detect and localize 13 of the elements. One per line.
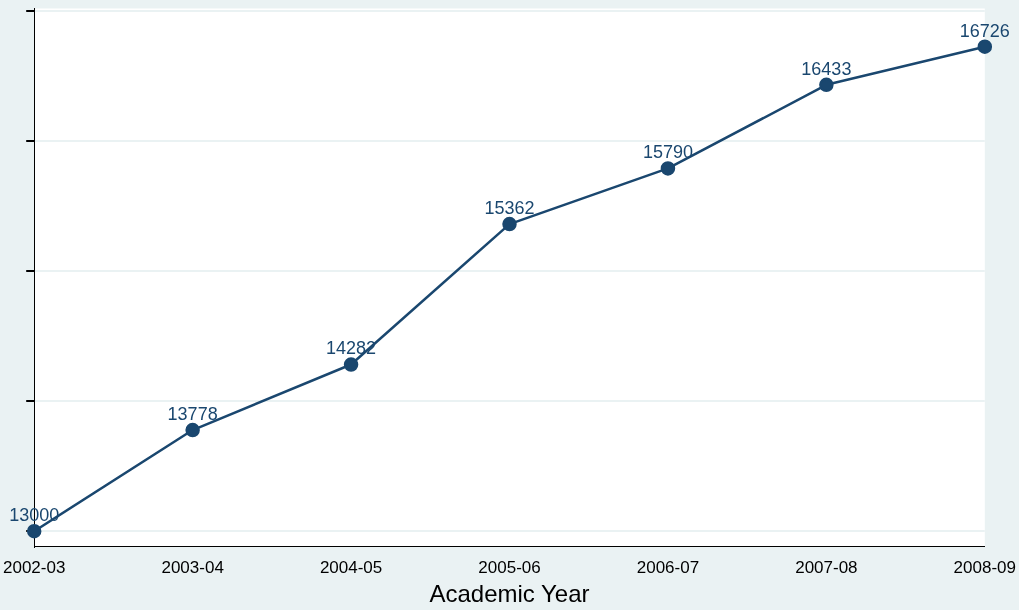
data-label: 15790 bbox=[642, 142, 693, 163]
data-label: 13778 bbox=[167, 404, 218, 425]
x-tick-label: 2002-03 bbox=[3, 557, 66, 577]
data-label: 15362 bbox=[484, 198, 535, 219]
x-tick-label: 2006-07 bbox=[636, 557, 700, 577]
x-tick-label: 2008-09 bbox=[953, 557, 1016, 577]
x-tick-label: 2005-06 bbox=[478, 557, 541, 577]
x-tick-label: 2003-04 bbox=[161, 557, 224, 577]
x-tick-label: 2007-08 bbox=[795, 557, 858, 577]
data-label: 16433 bbox=[801, 58, 852, 79]
x-axis-title: Academic Year bbox=[429, 580, 590, 608]
data-label: 16726 bbox=[959, 20, 1010, 41]
x-tick-label: 2004-05 bbox=[319, 557, 383, 577]
